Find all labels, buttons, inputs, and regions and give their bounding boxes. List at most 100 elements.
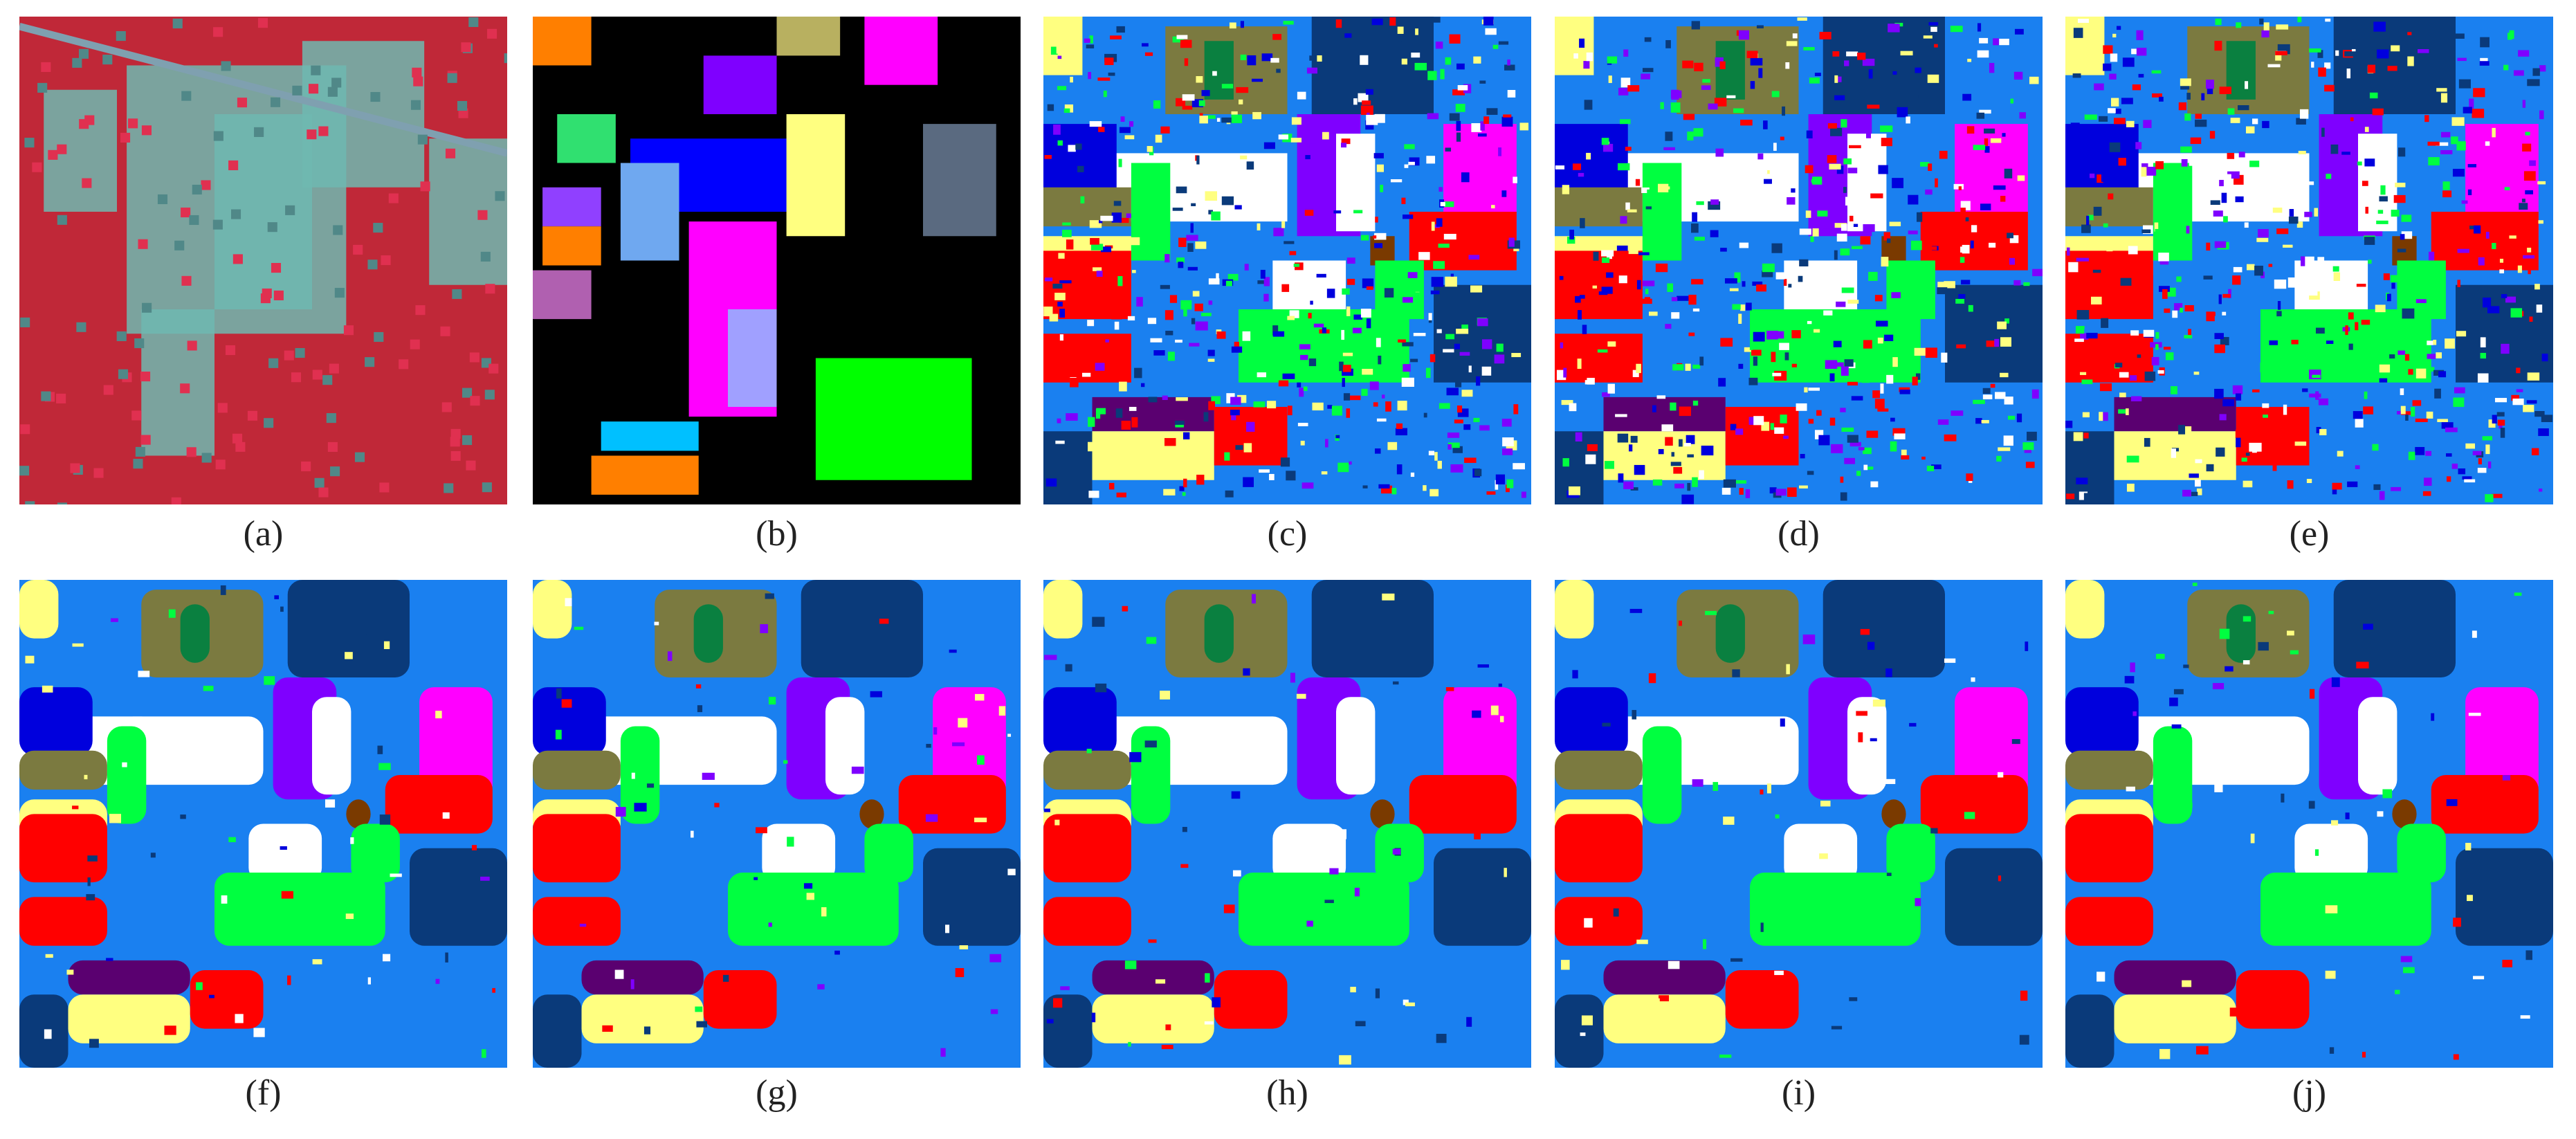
noise	[1648, 673, 1656, 684]
noise	[2065, 420, 2073, 428]
noise	[1996, 455, 2002, 462]
noise	[1601, 286, 1613, 294]
noise	[834, 950, 840, 955]
noise	[2219, 179, 2224, 187]
noise	[1061, 127, 1070, 136]
noise	[1371, 18, 1383, 26]
noise	[1787, 197, 1796, 205]
noise	[1819, 32, 1831, 39]
noise	[1398, 42, 1402, 48]
texture	[484, 390, 495, 400]
noise	[2268, 610, 2274, 614]
noise	[1471, 122, 1482, 132]
noise	[1740, 119, 1753, 126]
noise	[1418, 252, 1430, 260]
noise	[753, 877, 758, 880]
noise	[2520, 1015, 2530, 1019]
noise	[1799, 228, 1811, 235]
noise	[1447, 432, 1460, 438]
noise	[1872, 699, 1885, 707]
noise	[2076, 310, 2090, 320]
noise	[1791, 363, 1797, 367]
noise	[1160, 126, 1170, 134]
noise	[1802, 634, 1816, 645]
noise	[2027, 431, 2037, 441]
noise	[1644, 297, 1651, 303]
noise	[1602, 722, 1611, 727]
region	[1043, 814, 1131, 883]
noise	[1816, 410, 1822, 416]
noise	[2112, 33, 2117, 38]
noise	[196, 982, 203, 990]
noise	[1901, 449, 1907, 455]
texture	[232, 433, 243, 444]
noise	[2212, 683, 2225, 690]
noise	[1809, 78, 1820, 84]
noise	[1496, 343, 1504, 352]
noise	[1327, 272, 1335, 280]
noise	[1642, 68, 1654, 73]
noise	[1702, 939, 1707, 949]
noise	[66, 969, 74, 975]
noise	[2118, 409, 2128, 414]
noise	[1437, 460, 1442, 469]
noise	[2492, 493, 2503, 498]
noise	[2126, 120, 2135, 127]
noise	[1862, 58, 1875, 66]
region	[2431, 212, 2539, 271]
noise	[933, 727, 938, 735]
noise	[383, 641, 390, 649]
noise	[2304, 256, 2314, 266]
noise	[1971, 225, 1977, 233]
noise	[1830, 127, 1843, 136]
noise	[1178, 262, 1184, 268]
noise	[2122, 57, 2135, 67]
noise	[1346, 306, 1351, 316]
noise	[2235, 196, 2244, 203]
noise	[1445, 57, 1452, 65]
region	[693, 604, 723, 663]
noise	[1246, 161, 1254, 170]
noise	[2124, 675, 2135, 684]
noise	[2115, 108, 2121, 114]
texture	[57, 215, 67, 225]
noise	[1384, 288, 1394, 298]
noise	[1065, 664, 1072, 672]
noise	[1583, 61, 1590, 69]
region	[2456, 284, 2553, 383]
noise	[1739, 488, 1744, 495]
noise	[2214, 333, 2224, 339]
noise	[2453, 1054, 2459, 1060]
noise	[1485, 28, 1497, 35]
noise	[1617, 433, 1629, 443]
region	[1642, 726, 1682, 824]
noise	[2442, 181, 2450, 190]
noise	[1095, 363, 1105, 371]
noise	[1455, 104, 1465, 112]
noise	[2434, 388, 2441, 399]
noise	[1829, 163, 1841, 170]
noise	[1350, 395, 1361, 401]
noise	[1498, 147, 1502, 156]
texture	[140, 372, 151, 382]
noise	[2073, 28, 2083, 38]
noise	[1888, 24, 1900, 33]
noise	[122, 762, 127, 767]
texture	[217, 403, 228, 413]
panel-label: (d)	[1778, 514, 1820, 554]
noise	[2158, 253, 2169, 262]
noise	[1507, 89, 1516, 98]
noise	[2106, 242, 2113, 252]
noise	[1682, 60, 1694, 69]
noise	[2436, 88, 2447, 92]
noise	[2031, 343, 2038, 354]
noise	[1715, 148, 1724, 157]
noise	[2492, 243, 2496, 250]
noise	[1968, 304, 1973, 312]
noise	[1376, 338, 1381, 347]
noise	[1111, 212, 1122, 223]
noise	[1322, 131, 1329, 140]
noise	[2195, 113, 2202, 119]
noise	[1679, 439, 1683, 447]
noise	[1454, 343, 1460, 349]
